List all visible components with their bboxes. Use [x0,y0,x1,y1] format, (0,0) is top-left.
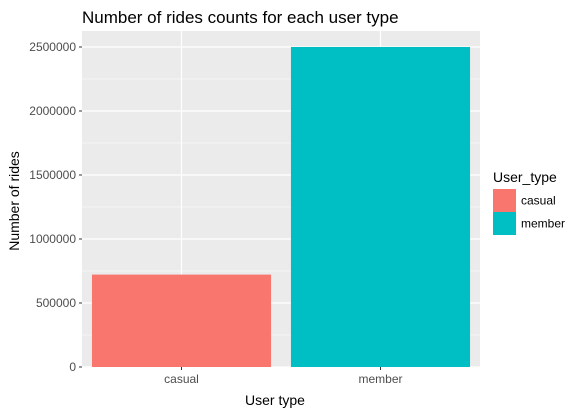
y-tick-label: 0 [69,360,76,374]
y-tick-label: 2000000 [29,104,76,118]
bar-member [290,47,471,367]
x-tick-label: casual [164,372,199,386]
legend-label-casual: casual [521,194,556,208]
legend-key-casual [493,189,516,212]
legend: casual member [493,189,565,235]
y-tick-label: 2500000 [29,40,76,54]
x-axis-title: User type [245,392,305,408]
y-tick-label: 1000000 [29,232,76,246]
plot-area: 0 500000 1000000 1500000 2000000 2500000 casua… [29,31,480,386]
y-axis-title: Number of rides [6,151,22,251]
bar-casual [91,274,272,367]
legend-title: User_type [493,169,557,185]
y-tick-label: 500000 [36,296,76,310]
legend-label-member: member [521,217,565,231]
chart-title: Number of rides counts for each user typ… [82,8,399,27]
x-tick-label: member [358,372,402,386]
y-tick-label: 1500000 [29,168,76,182]
legend-key-member [493,212,516,235]
